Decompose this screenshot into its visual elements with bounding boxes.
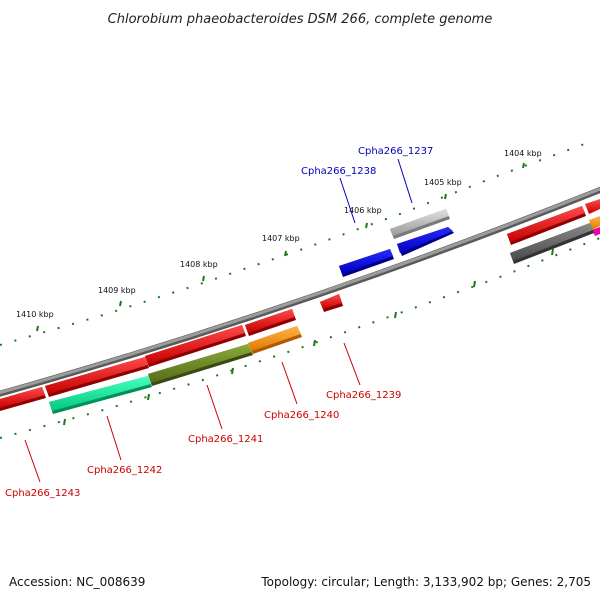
gene-unlabeled-minus-2[interactable]: [45, 357, 149, 397]
gene-cpha266-1241[interactable]: [148, 344, 253, 386]
major-tick: [284, 250, 287, 257]
accession-text: Accession: NC_008639: [9, 575, 145, 589]
major-tick: [147, 393, 150, 401]
gene-unlabeled-plus-4[interactable]: [592, 227, 600, 236]
major-tick: [473, 280, 476, 288]
gene-cpha266-1237[interactable]: [390, 209, 450, 239]
gene-unlabeled-plus-2[interactable]: [585, 199, 600, 214]
major-tick: [394, 311, 397, 319]
major-tick: [444, 193, 447, 200]
major-tick: [63, 418, 66, 426]
gene-cpha266-1240[interactable]: [248, 326, 302, 354]
genome-summary-text: Topology: circular; Length: 3,133,902 bp…: [260, 575, 591, 589]
gene-unlabeled-plus-3[interactable]: [589, 216, 600, 230]
gene-label-cpha266-1241: Cpha266_1241: [188, 434, 263, 445]
gene-label-cpha266-1238: Cpha266_1238: [301, 166, 376, 177]
gene-cpha266-1238-part2[interactable]: [397, 227, 454, 256]
major-tick: [551, 248, 554, 256]
major-tick: [365, 222, 368, 229]
gene-unlabeled-plus-1[interactable]: [507, 206, 586, 245]
gene-unlabeled-gray[interactable]: [510, 223, 594, 264]
kbp-label-1405: 1405 kbp: [424, 178, 462, 187]
gene-unlabeled-minus-1[interactable]: [145, 325, 246, 367]
inner-tick-dots: [0, 237, 600, 439]
gene-cpha266-1238-part1[interactable]: [339, 249, 394, 277]
gene-cpha266-1242[interactable]: [49, 376, 152, 414]
major-tick: [119, 300, 122, 307]
gene-label-cpha266-1240: Cpha266_1240: [264, 410, 339, 421]
gene-label-cpha266-1242: Cpha266_1242: [87, 465, 162, 476]
major-tick: [231, 367, 234, 375]
kbp-label-1404: 1404 kbp: [504, 149, 542, 158]
major-tick: [36, 325, 39, 332]
genome-backbone: [0, 186, 600, 397]
major-tick: [313, 339, 316, 347]
leader-lines: [24, 158, 413, 483]
outer-scale-ticks: [0, 141, 591, 346]
kbp-label-1409: 1409 kbp: [98, 286, 136, 295]
kbp-label-1407: 1407 kbp: [262, 234, 300, 243]
inner-scale-ticks: [0, 237, 600, 439]
gene-label-cpha266-1243: Cpha266_1243: [5, 488, 80, 499]
major-tick: [202, 275, 205, 282]
gene-cpha266-1243[interactable]: [0, 387, 46, 411]
kbp-label-1410: 1410 kbp: [16, 310, 54, 319]
map-title: Chlorobium phaeobacteroides DSM 266, com…: [108, 12, 493, 27]
gene-label-cpha266-1239: Cpha266_1239: [326, 390, 401, 401]
kbp-label-1406: 1406 kbp: [344, 206, 382, 215]
kbp-label-1408: 1408 kbp: [180, 260, 218, 269]
gene-unlabeled-small[interactable]: [320, 294, 343, 312]
major-tick: [522, 162, 525, 169]
gene-cpha266-1239[interactable]: [245, 309, 296, 336]
outer-tick-dots: [0, 141, 591, 346]
gene-label-cpha266-1237: Cpha266_1237: [358, 146, 433, 157]
